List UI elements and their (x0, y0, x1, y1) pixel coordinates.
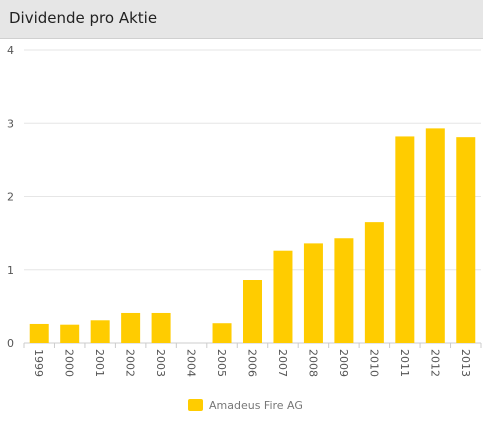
bars (29, 128, 476, 343)
x-tick-label: 2005 (215, 349, 228, 377)
x-tick-label: 1999 (32, 349, 45, 377)
widget-title: Dividende pro Aktie (9, 9, 158, 27)
x-tick-label: 2004 (185, 349, 198, 377)
bar-2009[interactable] (334, 238, 354, 343)
y-tick-label: 0 (7, 337, 14, 350)
legend[interactable]: Amadeus Fire AG (188, 398, 303, 412)
x-tick-label: 2010 (367, 349, 380, 377)
bar-2002[interactable] (121, 312, 141, 343)
bar-2013[interactable] (456, 137, 476, 343)
bar-2012[interactable] (425, 128, 445, 343)
x-tick-label: 2011 (398, 349, 411, 377)
y-tick-label: 2 (7, 191, 14, 204)
x-tick-label: 2013 (459, 349, 472, 377)
x-tick-label: 2002 (124, 349, 137, 377)
x-axis-ticks: 1999 2000 2001 2002 2003 2004 2005 2006 2007 2008… (23, 343, 482, 377)
y-axis-ticks: 0 1 2 3 4 (7, 44, 14, 350)
x-tick-label: 2012 (428, 349, 441, 377)
x-tick-label: 2009 (337, 349, 350, 377)
x-tick-label: 2006 (246, 349, 259, 377)
x-tick-label: 2007 (276, 349, 289, 377)
x-tick-label: 2000 (63, 349, 76, 377)
x-tick-label: 2003 (154, 349, 167, 377)
bar-2005[interactable] (212, 323, 232, 343)
bar-2006[interactable] (243, 280, 262, 343)
bar-2000[interactable] (60, 324, 80, 343)
bar-2011[interactable] (395, 136, 415, 343)
legend-label: Amadeus Fire AG (209, 398, 303, 412)
x-tick-label: 2008 (306, 349, 319, 377)
bar-2007[interactable] (273, 250, 293, 343)
bar-2003[interactable] (151, 312, 171, 343)
legend-swatch (188, 399, 203, 411)
bar-1999[interactable] (29, 323, 49, 343)
widget-header: Dividende pro Aktie (0, 0, 483, 39)
y-tick-label: 1 (7, 264, 14, 277)
x-tick-label: 2001 (93, 349, 106, 377)
bar-2008[interactable] (303, 243, 323, 343)
y-tick-label: 3 (7, 117, 14, 130)
bar-2001[interactable] (90, 320, 110, 343)
bar-2010[interactable] (364, 222, 384, 343)
y-tick-label: 4 (7, 44, 14, 57)
